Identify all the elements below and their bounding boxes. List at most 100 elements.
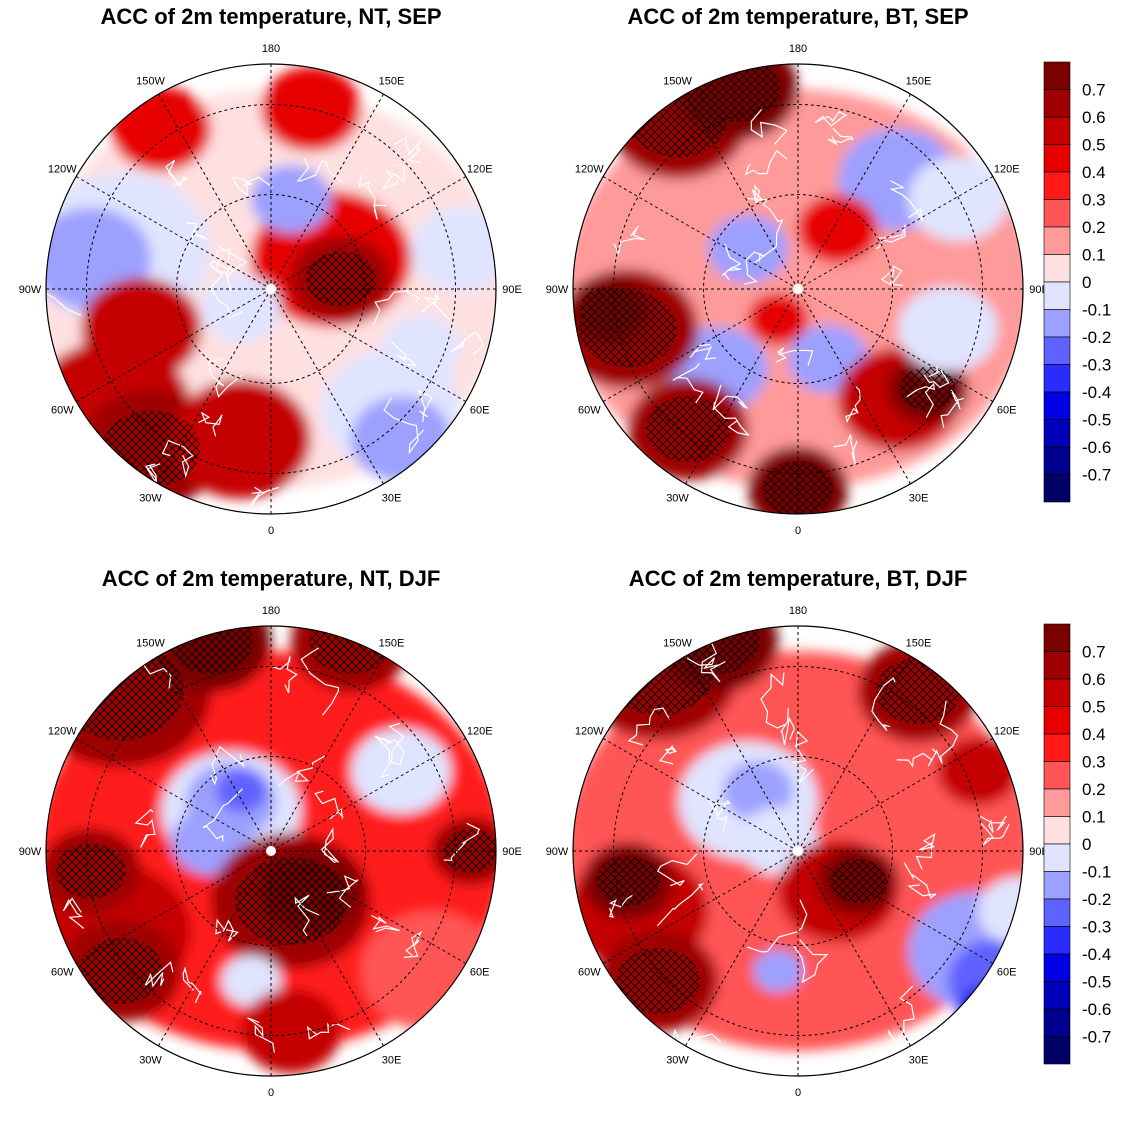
- colorbar-swatch: [1043, 761, 1071, 790]
- contour-patch: [171, 379, 311, 499]
- coastline: [144, 463, 161, 491]
- longitude-label: 30E: [382, 1055, 402, 1067]
- colorbar-tick-label: 0: [1082, 273, 1091, 292]
- panel-title-nt-sep: ACC of 2m temperature, NT, SEP: [100, 4, 442, 29]
- coastline: [403, 930, 423, 958]
- significance-hatch: [56, 843, 126, 899]
- coastline: [980, 822, 1010, 846]
- latitude-circle: [86, 104, 456, 474]
- pole-marker: [266, 284, 276, 294]
- coastline: [875, 224, 906, 250]
- coastline: [700, 627, 726, 683]
- coastline: [326, 875, 359, 908]
- meridian: [158, 655, 272, 852]
- coastline: [656, 853, 698, 887]
- colorbar-tick-label: 0.7: [1082, 81, 1106, 100]
- coastline: [613, 225, 646, 256]
- meridian: [797, 93, 911, 290]
- colorbar-swatch: [1043, 116, 1071, 145]
- contour-patch: [351, 728, 451, 814]
- longitude-label: 0: [795, 1087, 801, 1099]
- colorbar-swatch: [1043, 336, 1071, 365]
- coastline: [381, 164, 405, 191]
- colorbar-tick-label: -0.7: [1082, 466, 1111, 485]
- longitude-label: 120E: [994, 164, 1020, 176]
- significance-hatch: [306, 251, 376, 307]
- contour-patch: [958, 985, 1018, 1037]
- significance-hatch: [580, 287, 636, 331]
- longitude-label: 90E: [502, 846, 522, 858]
- meridian: [685, 655, 799, 852]
- longitude-label: 120W: [575, 726, 604, 738]
- colorbar-swatch: [1043, 926, 1071, 955]
- contour-patch: [251, 165, 331, 233]
- latitude-circle: [703, 756, 893, 946]
- meridian: [602, 176, 799, 290]
- longitude-label: 120E: [467, 164, 493, 176]
- coastline: [186, 222, 208, 248]
- coastline: [374, 735, 393, 779]
- contour-patch: [898, 286, 998, 372]
- polar-map-nt-djf: 180 150E 120E 90E 60E 30E 0 30W 60W 90W 120W 150W: [19, 605, 522, 1099]
- coastline: [750, 109, 788, 145]
- meridian: [270, 655, 384, 852]
- meridian: [797, 176, 994, 290]
- longitude-label: 90W: [546, 284, 569, 296]
- meridian: [75, 176, 272, 290]
- colorbar-swatch: [1043, 651, 1071, 680]
- longitude-label: 60E: [470, 967, 490, 979]
- longitude-label: 30W: [139, 493, 162, 505]
- meridian: [602, 288, 799, 402]
- panel-title-bt-sep: ACC of 2m temperature, BT, SEP: [627, 4, 969, 29]
- colorbar-tick-label: -0.7: [1082, 1028, 1111, 1047]
- coastline: [887, 985, 915, 1045]
- meridian: [75, 850, 272, 964]
- contour-field: [46, 64, 496, 514]
- colorbar-tick-label: 0.4: [1082, 163, 1106, 182]
- meridian: [270, 288, 384, 485]
- map-border: [572, 625, 1024, 1077]
- longitude-label: 60E: [997, 405, 1017, 417]
- coastline: [198, 411, 223, 437]
- meridian: [797, 850, 994, 964]
- latitude-circle: [613, 104, 983, 474]
- meridian: [270, 176, 467, 290]
- colorbar-tick-label: 0.5: [1082, 698, 1106, 717]
- coastline: [940, 389, 964, 429]
- colorbar-swatch: [1043, 199, 1071, 228]
- contour-patch: [261, 66, 361, 152]
- colorbar-swatch: [1043, 144, 1071, 173]
- contour-patch: [798, 195, 878, 263]
- colorbar-tick-label: 0.5: [1082, 136, 1106, 155]
- longitude-label: 0: [268, 1087, 274, 1099]
- colorbar-tick-label: 0.7: [1082, 643, 1106, 662]
- colorbar-tick-label: 0.3: [1082, 191, 1106, 210]
- colorbar-tick-label: -0.1: [1082, 863, 1111, 882]
- contour-patch: [723, 761, 793, 821]
- longitude-label: 180: [789, 43, 807, 55]
- meridian: [797, 655, 911, 852]
- colorbar-tick-label: 0.2: [1082, 218, 1106, 237]
- colorbar-swatch: [1043, 678, 1071, 707]
- coastline: [358, 173, 387, 220]
- colorbar-tick-label: -0.3: [1082, 356, 1111, 375]
- longitude-label: 120E: [467, 726, 493, 738]
- map-border: [45, 625, 497, 1077]
- longitude-label: 180: [262, 43, 280, 55]
- longitude-label: 30E: [909, 1055, 929, 1067]
- coastline: [871, 677, 897, 732]
- coastline: [845, 386, 861, 424]
- significance-hatch: [58, 641, 184, 741]
- coastline: [62, 897, 85, 929]
- longitude-label: 0: [268, 525, 274, 537]
- contour-patch: [708, 215, 788, 283]
- contour-patch: [351, 396, 451, 482]
- coastline: [706, 799, 732, 832]
- colorbar-swatch: [1043, 953, 1071, 982]
- colorbar-tick-label: -0.6: [1082, 438, 1111, 457]
- colorbar-swatch: [1043, 419, 1071, 448]
- colorbar-djf: 0.7 0.6 0.5 0.4 0.3 0.2 0.1 0 -0.1 -0.2 -0.3 -0.4 -0…: [1043, 623, 1111, 1065]
- coastline: [793, 939, 829, 984]
- coastline: [656, 882, 704, 927]
